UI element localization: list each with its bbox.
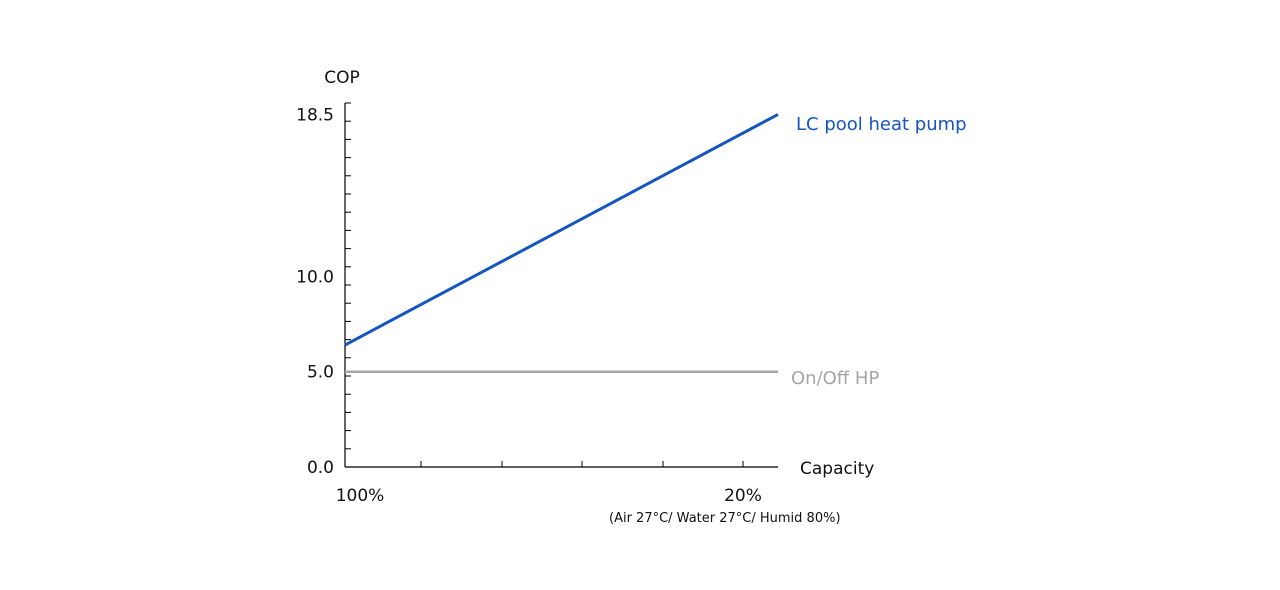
x-axis-conditions-note: (Air 27°C/ Water 27°C/ Humid 80%)	[609, 511, 841, 526]
x-ticks	[420, 461, 744, 467]
y-tick-label-10-0: 10.0	[296, 267, 334, 287]
y-tick-label-18-5: 18.5	[296, 105, 334, 125]
y-tick-label-5-0: 5.0	[307, 363, 334, 383]
x-axis-title: Capacity	[800, 459, 874, 479]
series-label-on-off-hp: On/Off HP	[791, 368, 879, 389]
series-label-lc-pool-heat-pump: LC pool heat pump	[796, 114, 967, 135]
y-tick-labels: 18.5 10.0 5.0 0.0	[296, 105, 334, 478]
y-axis-title: COP	[324, 68, 360, 88]
series-layer	[344, 113, 779, 373]
y-tick-label-0-0: 0.0	[307, 458, 334, 478]
axes	[344, 102, 778, 468]
x-tick-label-20: 20%	[724, 486, 762, 506]
series-line-lc-pool-heat-pump	[344, 113, 779, 347]
y-minor-ticks	[345, 102, 351, 450]
x-tick-label-100: 100%	[336, 486, 385, 506]
